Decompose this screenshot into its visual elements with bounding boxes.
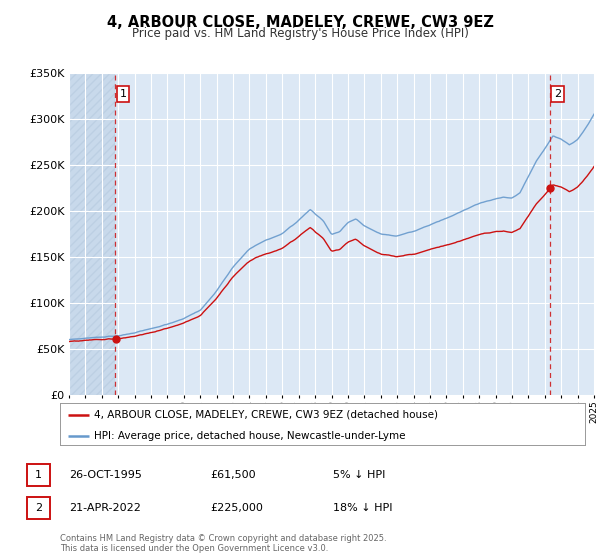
Text: 2: 2 <box>35 503 42 513</box>
Text: £225,000: £225,000 <box>210 503 263 513</box>
Text: Contains HM Land Registry data © Crown copyright and database right 2025.
This d: Contains HM Land Registry data © Crown c… <box>60 534 386 553</box>
Text: 4, ARBOUR CLOSE, MADELEY, CREWE, CW3 9EZ (detached house): 4, ARBOUR CLOSE, MADELEY, CREWE, CW3 9EZ… <box>94 410 438 420</box>
Text: 21-APR-2022: 21-APR-2022 <box>69 503 141 513</box>
Text: 1: 1 <box>35 470 42 480</box>
Text: 2: 2 <box>554 89 561 99</box>
Text: 4, ARBOUR CLOSE, MADELEY, CREWE, CW3 9EZ: 4, ARBOUR CLOSE, MADELEY, CREWE, CW3 9EZ <box>107 15 493 30</box>
Text: 18% ↓ HPI: 18% ↓ HPI <box>333 503 392 513</box>
Text: 1: 1 <box>119 89 127 99</box>
Bar <box>69 73 115 395</box>
Text: HPI: Average price, detached house, Newcastle-under-Lyme: HPI: Average price, detached house, Newc… <box>94 431 406 441</box>
Text: £61,500: £61,500 <box>210 470 256 480</box>
Text: 26-OCT-1995: 26-OCT-1995 <box>69 470 142 480</box>
Text: 5% ↓ HPI: 5% ↓ HPI <box>333 470 385 480</box>
Text: Price paid vs. HM Land Registry's House Price Index (HPI): Price paid vs. HM Land Registry's House … <box>131 27 469 40</box>
